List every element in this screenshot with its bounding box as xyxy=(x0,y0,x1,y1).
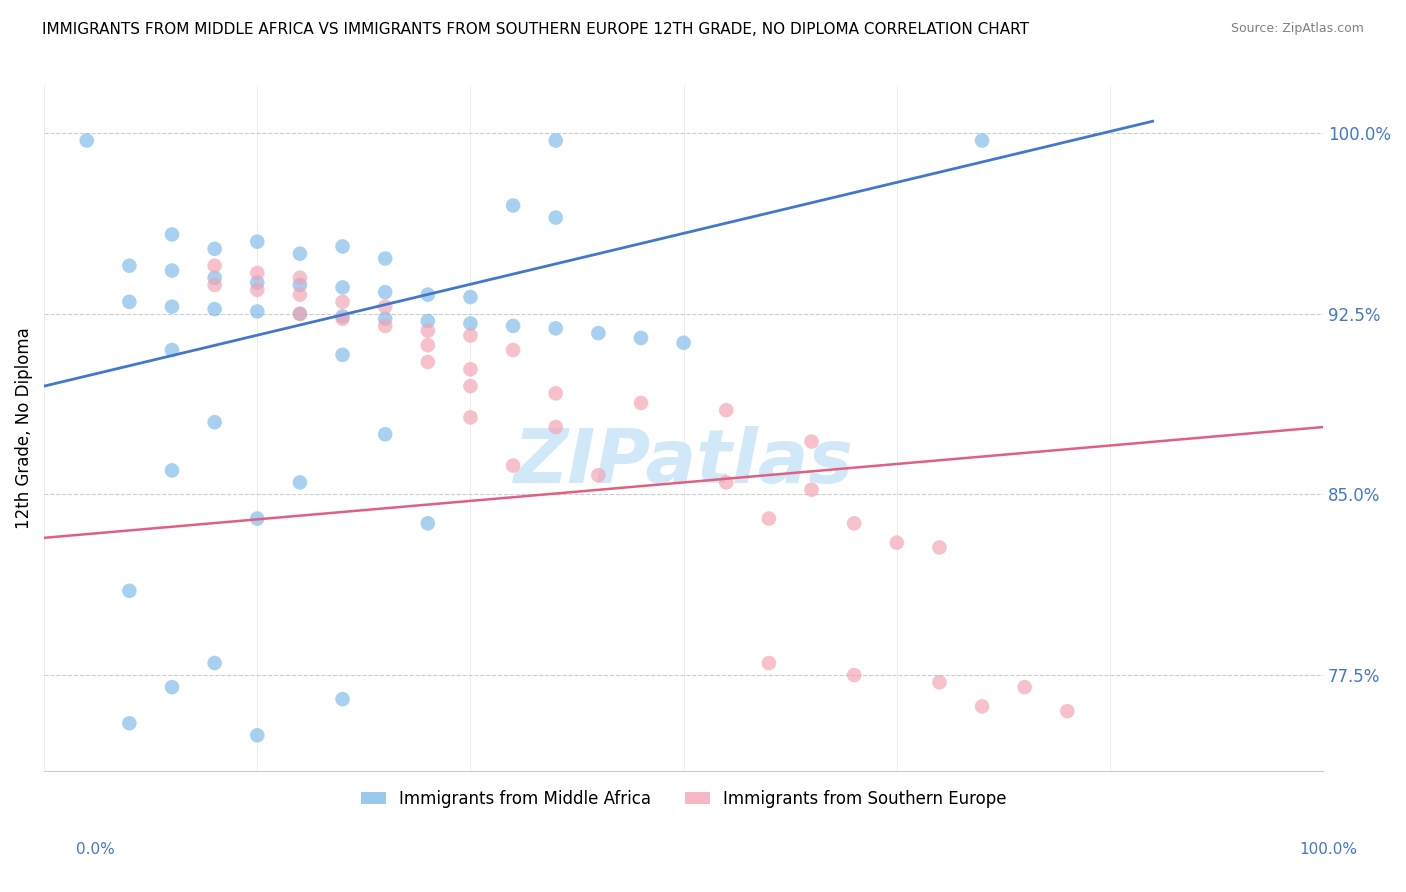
Point xyxy=(716,403,738,417)
Point xyxy=(204,656,226,670)
Point xyxy=(588,468,610,483)
Point xyxy=(544,211,567,225)
Point xyxy=(416,355,439,369)
Text: Source: ZipAtlas.com: Source: ZipAtlas.com xyxy=(1230,22,1364,36)
Point xyxy=(374,427,396,442)
Text: 100.0%: 100.0% xyxy=(1299,842,1358,856)
Point xyxy=(160,300,183,314)
Point xyxy=(288,277,311,292)
Point xyxy=(970,134,993,148)
Point xyxy=(288,287,311,301)
Point xyxy=(588,326,610,340)
Point xyxy=(204,242,226,256)
Text: 0.0%: 0.0% xyxy=(76,842,115,856)
Point xyxy=(332,280,354,294)
Point xyxy=(288,307,311,321)
Point xyxy=(416,314,439,328)
Point xyxy=(374,300,396,314)
Point xyxy=(630,331,652,345)
Point xyxy=(288,475,311,490)
Point xyxy=(544,420,567,434)
Point xyxy=(502,343,524,357)
Point xyxy=(160,263,183,277)
Point xyxy=(800,434,823,449)
Legend: Immigrants from Middle Africa, Immigrants from Southern Europe: Immigrants from Middle Africa, Immigrant… xyxy=(354,783,1014,814)
Point xyxy=(460,410,482,425)
Point xyxy=(502,318,524,333)
Point xyxy=(844,516,866,531)
Point xyxy=(716,475,738,490)
Point xyxy=(758,656,780,670)
Point xyxy=(332,348,354,362)
Text: IMMIGRANTS FROM MIDDLE AFRICA VS IMMIGRANTS FROM SOUTHERN EUROPE 12TH GRADE, NO : IMMIGRANTS FROM MIDDLE AFRICA VS IMMIGRA… xyxy=(42,22,1029,37)
Point xyxy=(544,386,567,401)
Point xyxy=(374,285,396,300)
Point xyxy=(160,227,183,242)
Point xyxy=(544,134,567,148)
Point xyxy=(502,458,524,473)
Point xyxy=(204,415,226,429)
Point xyxy=(160,463,183,477)
Point xyxy=(460,290,482,304)
Point xyxy=(416,324,439,338)
Point xyxy=(928,541,950,555)
Point xyxy=(1014,680,1036,694)
Point xyxy=(246,283,269,297)
Point xyxy=(160,343,183,357)
Point xyxy=(332,294,354,309)
Point xyxy=(374,318,396,333)
Point xyxy=(160,680,183,694)
Point xyxy=(374,252,396,266)
Point xyxy=(288,307,311,321)
Point xyxy=(416,338,439,352)
Point xyxy=(204,270,226,285)
Point xyxy=(204,277,226,292)
Point xyxy=(246,276,269,290)
Point xyxy=(460,362,482,376)
Point xyxy=(246,304,269,318)
Point xyxy=(460,379,482,393)
Point xyxy=(204,301,226,316)
Point xyxy=(118,583,141,598)
Point xyxy=(246,728,269,742)
Point xyxy=(332,239,354,253)
Y-axis label: 12th Grade, No Diploma: 12th Grade, No Diploma xyxy=(15,327,32,529)
Point xyxy=(928,675,950,690)
Point xyxy=(886,535,908,549)
Point xyxy=(844,668,866,682)
Point xyxy=(246,266,269,280)
Point xyxy=(118,259,141,273)
Point xyxy=(544,321,567,335)
Text: ZIPatlas: ZIPatlas xyxy=(513,426,853,499)
Point xyxy=(332,311,354,326)
Point xyxy=(502,198,524,212)
Point xyxy=(416,516,439,531)
Point xyxy=(288,270,311,285)
Point xyxy=(460,328,482,343)
Point xyxy=(204,259,226,273)
Point xyxy=(672,335,695,350)
Point xyxy=(118,294,141,309)
Point xyxy=(76,134,98,148)
Point xyxy=(970,699,993,714)
Point xyxy=(630,396,652,410)
Point xyxy=(288,246,311,260)
Point xyxy=(246,235,269,249)
Point xyxy=(758,511,780,525)
Point xyxy=(1056,704,1078,718)
Point xyxy=(332,692,354,706)
Point xyxy=(460,317,482,331)
Point xyxy=(246,511,269,525)
Point xyxy=(118,716,141,731)
Point xyxy=(374,311,396,326)
Point xyxy=(332,310,354,324)
Point xyxy=(800,483,823,497)
Point xyxy=(416,287,439,301)
